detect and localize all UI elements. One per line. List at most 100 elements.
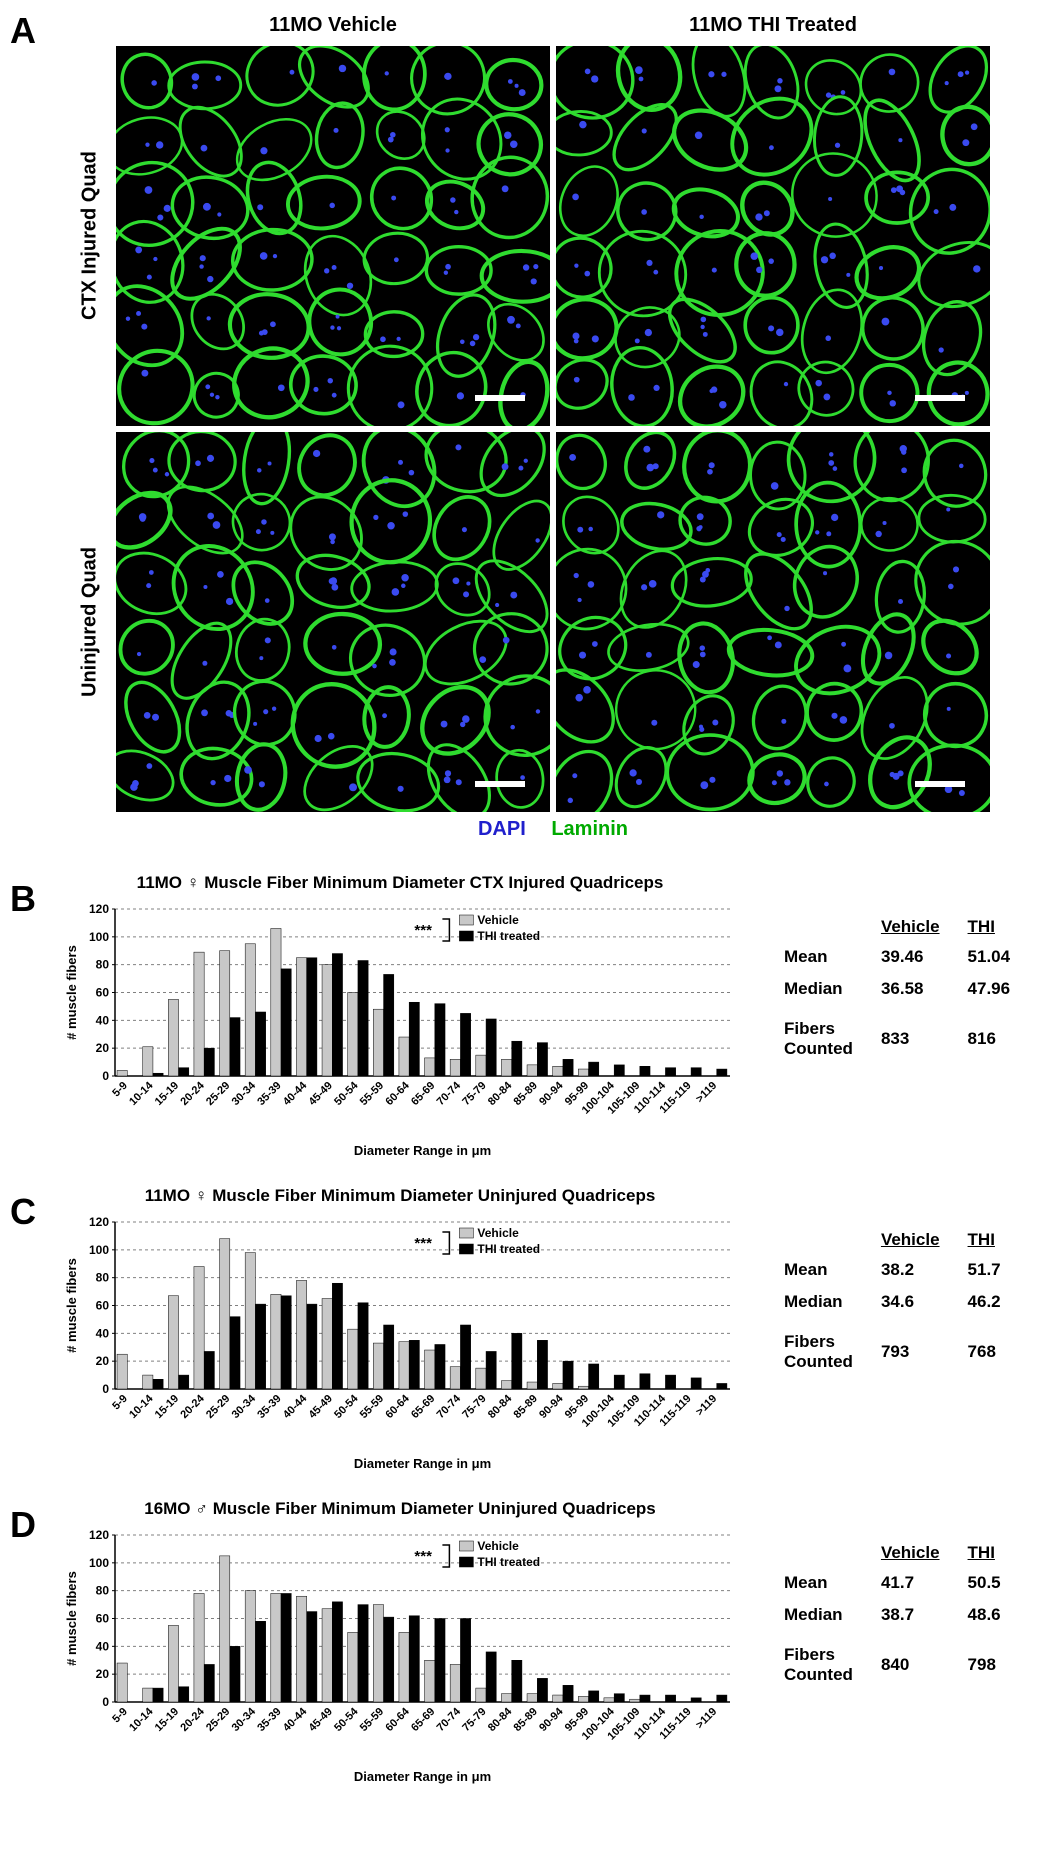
svg-text:45-49: 45-49 <box>307 1393 335 1421</box>
row-header-ctx: CTX Injured Quad <box>70 46 110 426</box>
col-header-thi: 11MO THI Treated <box>556 10 990 40</box>
chart-title: 11MO ♀ Muscle Fiber Minimum Diameter CTX… <box>60 873 740 893</box>
svg-text:90-94: 90-94 <box>537 1392 566 1421</box>
row-header-uninjured: Uninjured Quad <box>70 432 110 812</box>
svg-text:80-84: 80-84 <box>486 1079 515 1108</box>
svg-text:55-59: 55-59 <box>358 1706 386 1734</box>
stats-value: 34.6 <box>867 1286 954 1318</box>
stats-table: VehicleTHIMean39.4651.04Median36.5847.96… <box>770 913 1024 1065</box>
svg-text:80-84: 80-84 <box>486 1392 515 1421</box>
chart-title: 11MO ♀ Muscle Fiber Minimum Diameter Uni… <box>60 1186 740 1206</box>
svg-text:20-24: 20-24 <box>178 1392 207 1421</box>
chart-panel-C: C 11MO ♀ Muscle Fiber Minimum Diameter U… <box>10 1186 1030 1474</box>
stats-value: 39.46 <box>867 941 954 973</box>
stats-value: 768 <box>954 1326 1015 1378</box>
svg-text:20: 20 <box>96 1041 110 1055</box>
stats-value: 798 <box>954 1639 1015 1691</box>
svg-text:120: 120 <box>89 1215 109 1229</box>
svg-text:10-14: 10-14 <box>127 1392 156 1421</box>
stats-value: 46.2 <box>954 1286 1015 1318</box>
svg-text:THI treated: THI treated <box>477 1242 540 1256</box>
svg-text:70-74: 70-74 <box>435 1392 464 1421</box>
col-header-vehicle: 11MO Vehicle <box>116 10 550 40</box>
scale-bar <box>475 781 525 787</box>
svg-text:90-94: 90-94 <box>537 1079 566 1108</box>
stats-block: VehicleTHIMean41.750.5Median38.748.6Fibe… <box>740 1499 1030 1691</box>
stain-labels: DAPI Laminin <box>116 818 990 843</box>
svg-text:35-39: 35-39 <box>255 1080 283 1108</box>
svg-text:55-59: 55-59 <box>358 1080 386 1108</box>
svg-text:# muscle fibers: # muscle fibers <box>64 1571 79 1666</box>
svg-text:50-54: 50-54 <box>332 1705 361 1734</box>
svg-text:60-64: 60-64 <box>383 1705 412 1734</box>
svg-text:75-79: 75-79 <box>460 1393 488 1421</box>
svg-text:50-54: 50-54 <box>332 1079 361 1108</box>
svg-text:10-14: 10-14 <box>127 1079 156 1108</box>
svg-text:Diameter Range in μm: Diameter Range in μm <box>354 1143 491 1158</box>
svg-text:25-29: 25-29 <box>204 1080 232 1108</box>
svg-text:40-44: 40-44 <box>281 1392 310 1421</box>
chart-area: 11MO ♀ Muscle Fiber Minimum Diameter Uni… <box>60 1186 740 1474</box>
stats-value: 48.6 <box>954 1599 1015 1631</box>
micrograph-ctx-vehicle <box>116 46 550 426</box>
svg-text:45-49: 45-49 <box>307 1706 335 1734</box>
svg-text:35-39: 35-39 <box>255 1393 283 1421</box>
dapi-label: DAPI <box>478 818 526 840</box>
svg-text:85-89: 85-89 <box>512 1706 540 1734</box>
svg-text:35-39: 35-39 <box>255 1706 283 1734</box>
micrograph-uninj-thi <box>556 432 990 812</box>
stats-value: 38.2 <box>867 1254 954 1286</box>
stats-col-header: THI <box>954 1539 1015 1567</box>
svg-text:65-69: 65-69 <box>409 1706 437 1734</box>
svg-text:80: 80 <box>96 1584 110 1598</box>
svg-text:15-19: 15-19 <box>153 1080 181 1108</box>
svg-text:60: 60 <box>96 1612 110 1626</box>
stats-row-label: Median <box>770 1599 867 1631</box>
stats-value: 50.5 <box>954 1567 1015 1599</box>
chart-area: 11MO ♀ Muscle Fiber Minimum Diameter CTX… <box>60 873 740 1161</box>
svg-text:***: *** <box>414 922 432 939</box>
micrograph-ctx-thi <box>556 46 990 426</box>
svg-text:30-34: 30-34 <box>230 1079 259 1108</box>
stats-row-label: Median <box>770 1286 867 1318</box>
svg-text:120: 120 <box>89 1528 109 1542</box>
svg-text:Vehicle: Vehicle <box>477 913 519 927</box>
stats-value: 840 <box>867 1639 954 1691</box>
panel-label: B <box>10 873 60 920</box>
svg-text:Vehicle: Vehicle <box>477 1539 519 1553</box>
stats-col-header: Vehicle <box>867 913 954 941</box>
svg-text:100: 100 <box>89 930 109 944</box>
svg-text:60: 60 <box>96 986 110 1000</box>
scale-bar <box>915 395 965 401</box>
stats-row-label: Mean <box>770 1567 867 1599</box>
chart-panel-D: D 16MO ♂ Muscle Fiber Minimum Diameter U… <box>10 1499 1030 1787</box>
scale-bar <box>475 395 525 401</box>
stats-value: 816 <box>954 1013 1025 1065</box>
chart-panel-B: B 11MO ♀ Muscle Fiber Minimum Diameter C… <box>10 873 1030 1161</box>
stats-row-label: Mean <box>770 1254 867 1286</box>
svg-text:60: 60 <box>96 1299 110 1313</box>
svg-text:5-9: 5-9 <box>110 1080 130 1100</box>
stats-table: VehicleTHIMean41.750.5Median38.748.6Fibe… <box>770 1539 1015 1691</box>
svg-text:30-34: 30-34 <box>230 1392 259 1421</box>
micrograph-uninj-vehicle <box>116 432 550 812</box>
svg-text:75-79: 75-79 <box>460 1080 488 1108</box>
micrograph-grid: 11MO Vehicle 11MO THI Treated CTX Injure… <box>70 10 990 843</box>
svg-text:5-9: 5-9 <box>110 1393 130 1413</box>
panel-label: D <box>10 1499 60 1546</box>
svg-text:40: 40 <box>96 1013 110 1027</box>
svg-text:40: 40 <box>96 1326 110 1340</box>
svg-text:>119: >119 <box>694 1080 720 1106</box>
svg-text:100: 100 <box>89 1243 109 1257</box>
svg-text:55-59: 55-59 <box>358 1393 386 1421</box>
svg-text:85-89: 85-89 <box>512 1080 540 1108</box>
svg-text:20: 20 <box>96 1667 110 1681</box>
panel-a-label: A <box>10 10 36 52</box>
svg-text:45-49: 45-49 <box>307 1080 335 1108</box>
chart-title: 16MO ♂ Muscle Fiber Minimum Diameter Uni… <box>60 1499 740 1519</box>
svg-text:40-44: 40-44 <box>281 1705 310 1734</box>
stats-value: 41.7 <box>867 1567 954 1599</box>
stats-row-label: Median <box>770 973 867 1005</box>
laminin-label: Laminin <box>551 818 628 840</box>
histogram-chart: 0204060801001205-910-1415-1920-2425-2930… <box>60 1527 740 1787</box>
